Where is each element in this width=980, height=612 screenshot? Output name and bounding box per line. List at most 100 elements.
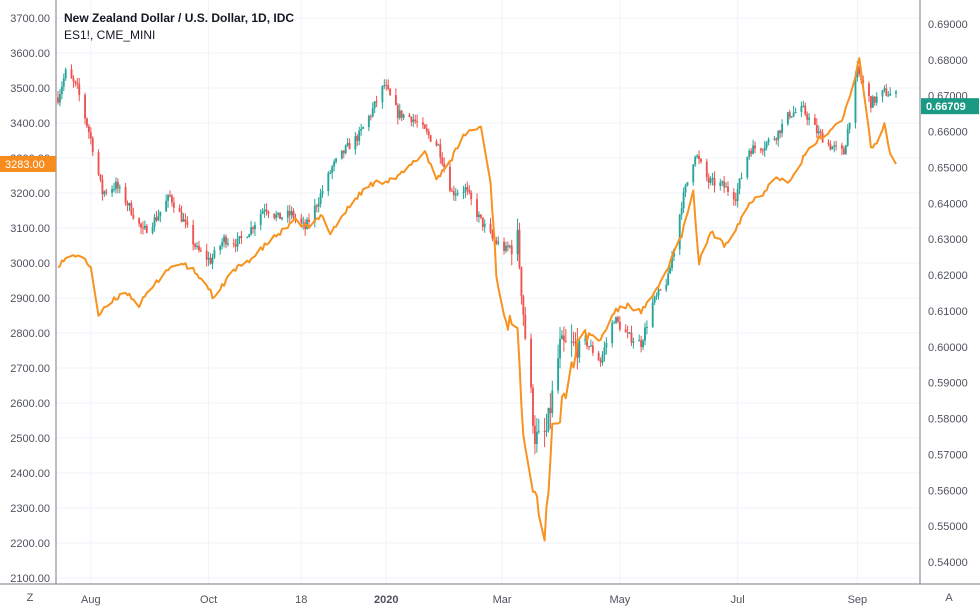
candle [470,190,473,206]
candle-body [236,238,239,247]
candle [340,150,343,160]
candle [354,131,357,155]
candle [89,127,92,145]
candle [398,103,401,120]
candle [506,241,509,252]
candle [709,175,712,186]
candle-body [97,152,100,175]
candle [748,148,751,160]
left-axis-tick-label: 3500.00 [10,83,50,95]
candle-body [626,332,629,334]
candle-body [477,214,480,217]
candle-body [752,145,755,154]
candle [308,213,310,227]
candle-body [591,345,594,353]
candle-body [414,119,417,122]
candle [375,95,378,107]
candle-body [773,138,776,140]
candle-body [522,296,525,315]
candle [221,238,224,250]
candle [91,136,94,157]
candle-body [700,159,702,162]
left-axis-tick-label: 2700.00 [10,363,50,375]
candle-body [114,181,117,190]
candle [394,88,397,106]
auto-scale-button[interactable]: A [945,592,953,604]
candle [669,264,672,274]
candle [665,279,668,292]
candle [232,238,235,248]
candle-body [761,150,764,152]
candle [371,102,374,118]
candle-body [725,186,728,188]
es-line-group [57,57,897,542]
candle-body [476,199,478,217]
candle-body [721,181,724,183]
candle [727,181,729,196]
candle-body [844,145,847,155]
candle-body [84,94,86,119]
grid-lines [56,0,920,584]
candle-body [207,257,210,260]
candle [815,118,818,138]
candle-body [124,187,127,204]
candle [132,207,135,220]
candle [777,130,780,147]
candle [821,129,824,143]
candle-body [240,236,243,238]
candle [667,269,670,286]
candle [402,113,405,120]
candle [99,174,102,183]
candle-body [234,244,237,247]
candle [804,102,807,117]
candle [491,229,494,242]
zoom-button[interactable]: Z [26,592,34,604]
candle-body [452,191,455,196]
x-axis-tick-label: Sep [848,594,868,606]
candle [74,80,77,87]
candle-body [532,387,534,426]
candle-body [317,203,320,207]
candle-body [711,178,714,180]
candle [128,202,131,212]
candle-body [794,111,797,113]
candle [522,294,525,327]
x-axis-tick-label: 18 [295,594,307,606]
candle-body [603,347,606,355]
candle [881,89,884,103]
candle [213,246,216,259]
candle-body [281,217,283,220]
candle-body [265,209,268,212]
candle-body [651,302,654,327]
candle [182,213,185,222]
candle-body [246,237,249,239]
candle-body [682,192,685,209]
candle [116,178,119,194]
candle-body [510,245,513,255]
left-axis-tick-label: 2900.00 [10,293,50,305]
candle [435,139,438,147]
candle-body [300,218,303,223]
candle-body [396,105,399,118]
candle-body [829,143,832,150]
candle [344,144,347,155]
candle-body [456,192,459,195]
candle-body [468,189,471,193]
candle-body [373,101,376,109]
candle-body [333,161,336,167]
candle [476,193,478,222]
left-axis-tick-label: 2200.00 [10,538,50,550]
candle-body [653,296,656,303]
candle [286,205,289,223]
candle-body [87,126,90,133]
candle [505,241,507,254]
candle-body [686,182,689,186]
candle-body [254,224,256,230]
candle [138,217,141,227]
candle [618,316,621,332]
candle [159,211,162,223]
x-axis-tick-label: Mar [493,594,512,606]
right-axis-tick-label: 0.56000 [928,485,968,497]
candle-body [60,86,63,95]
